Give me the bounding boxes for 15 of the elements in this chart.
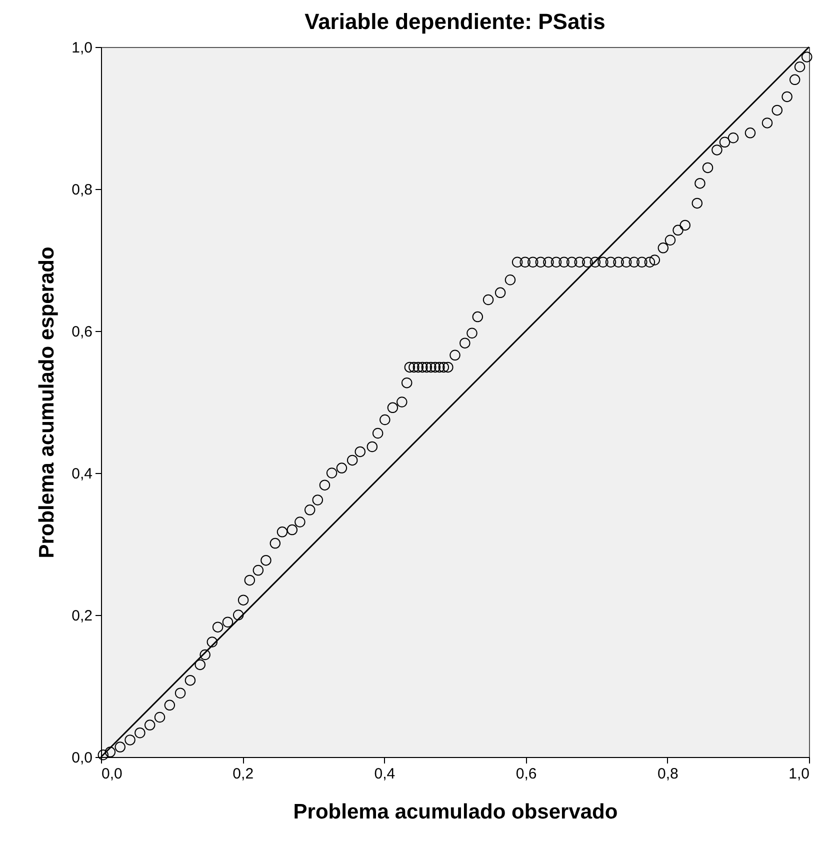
- x-tick-label: 0,2: [232, 766, 254, 782]
- y-axis-title: Problema acumulado esperado: [36, 246, 59, 558]
- y-tick-label: 0,2: [72, 608, 92, 624]
- y-tick-label: 0,6: [72, 324, 92, 340]
- x-axis-title: Problema acumulado observado: [293, 800, 618, 824]
- x-tick-label: 1,0: [788, 766, 810, 782]
- x-tick-label: 0,6: [516, 766, 537, 782]
- chart-title: Variable dependiente: PSatis: [304, 9, 606, 34]
- x-tick-label: 0,4: [374, 766, 396, 782]
- y-tick-label: 0,0: [72, 750, 92, 766]
- y-tick-label: 1,0: [72, 40, 92, 56]
- x-tick-label: 0,8: [657, 766, 678, 782]
- x-tick-label: 0,0: [102, 766, 122, 782]
- y-tick-label: 0,4: [72, 466, 92, 482]
- y-tick-label: 0,8: [72, 182, 92, 198]
